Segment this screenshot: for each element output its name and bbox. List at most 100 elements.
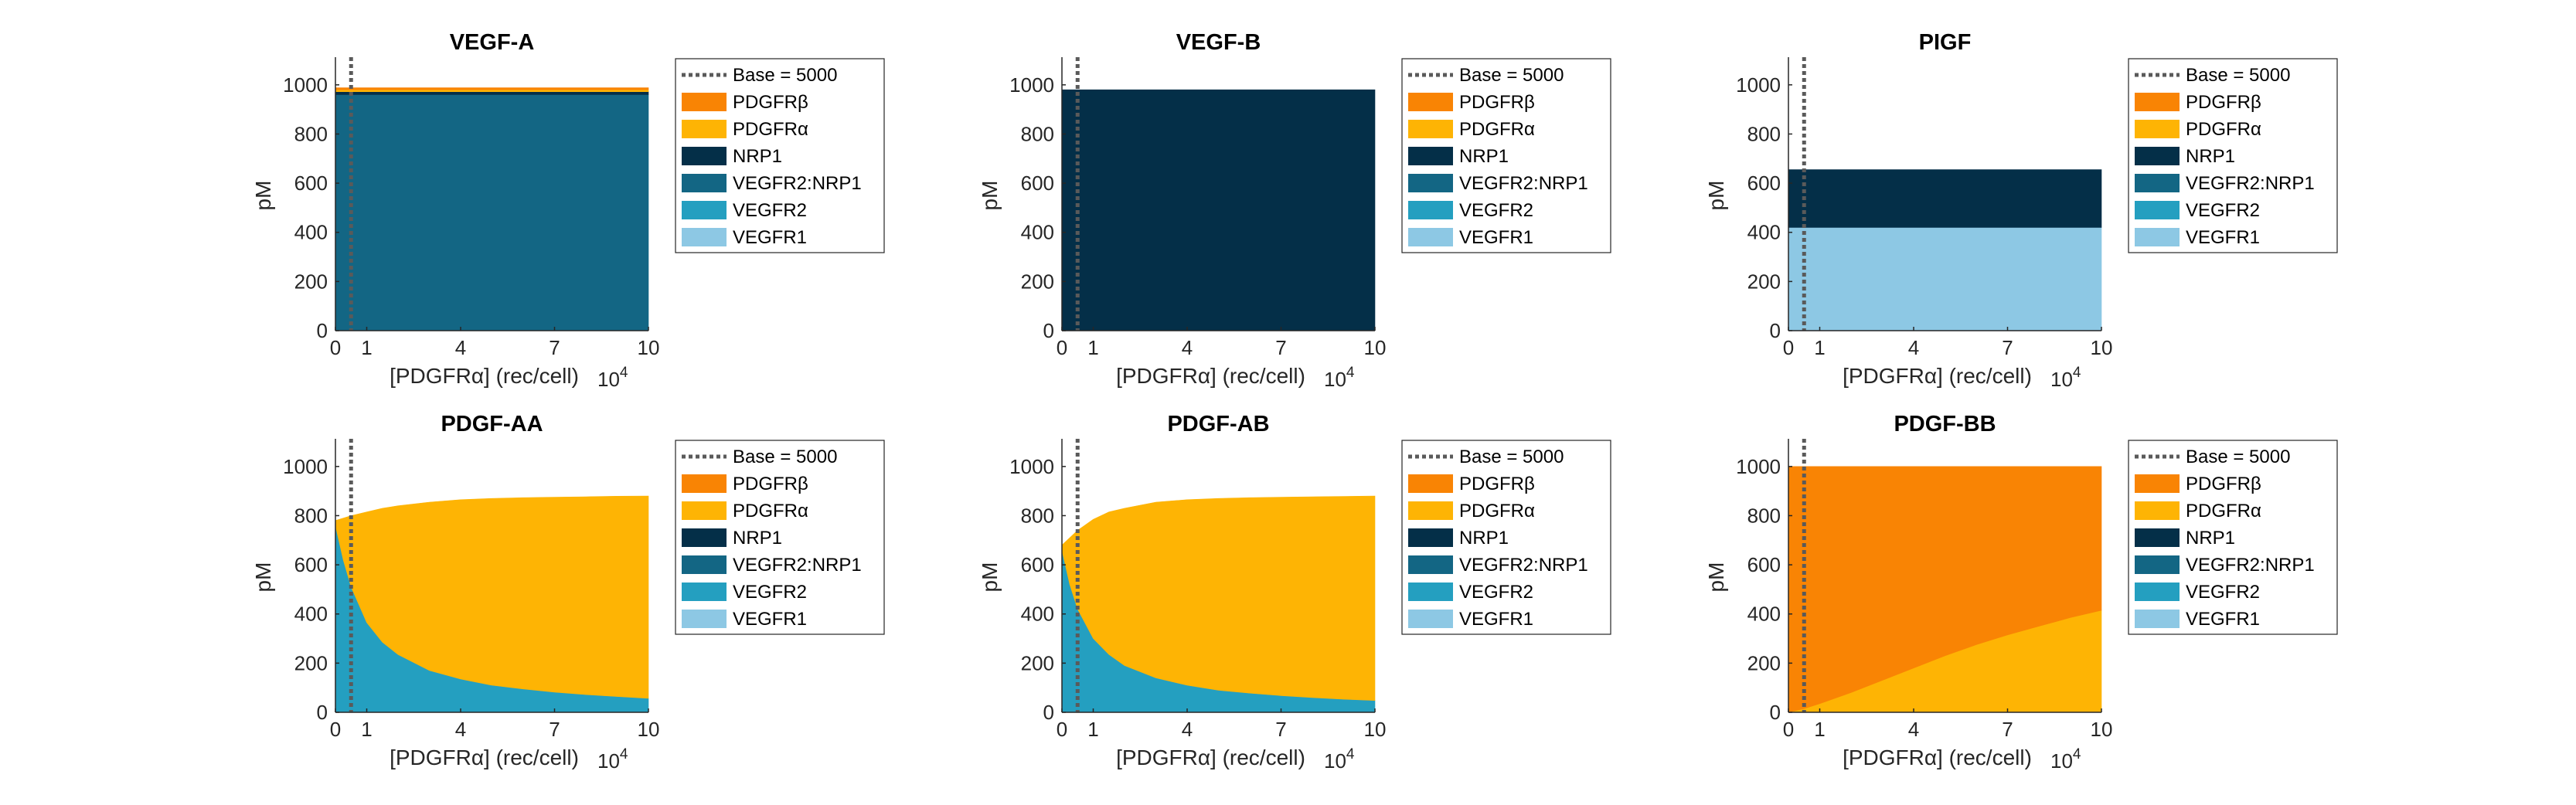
x-axis-exponent: 104 [597,746,628,773]
x-tick-label: 0 [1783,718,1794,741]
legend: Base = 5000 PDGFRβ PDGFRα NRP1 VEGFR2:NRP1 VE… [675,58,885,253]
area-pdgfr- [1061,495,1376,701]
y-tick-label: 0 [1770,319,1781,342]
x-tick-label: 7 [549,336,560,359]
legend-swatch [682,228,727,246]
legend-label: Base = 5000 [2186,65,2290,86]
legend-label: VEGFR1 [2186,609,2260,630]
x-tick-label: 1 [361,336,372,359]
legend-label: PDGFRβ [2186,92,2261,113]
legend-swatch [682,474,727,493]
legend-label: VEGFR2:NRP1 [2186,555,2315,576]
x-axis-label: [PDGFRα] (rec/cell) [1843,364,2032,388]
legend: Base = 5000 PDGFRβ PDGFRα NRP1 VEGFR2:NRP1 VE… [2128,58,2338,253]
legend-label: NRP1 [1459,528,1509,549]
x-tick-label: 4 [455,336,466,359]
y-tick-label: 600 [294,172,328,195]
y-tick-label: 1000 [1736,73,1781,97]
panel-title: PIGF [1919,30,1972,55]
x-axis-label: [PDGFRα] (rec/cell) [390,364,579,388]
x-axis-exponent: 104 [2050,365,2081,391]
y-tick-label: 1000 [1736,455,1781,478]
x-tick-label: 4 [1182,336,1193,359]
legend-label: PDGFRα [733,501,808,521]
panel-title: VEGF-A [450,30,535,55]
legend-swatch [1408,93,1453,111]
legend-label: VEGFR1 [2186,227,2260,248]
x-tick-label: 0 [1057,336,1067,359]
legend-label: PDGFRβ [2186,474,2261,494]
y-tick-label: 800 [1747,504,1781,527]
legend-swatch [682,120,727,138]
y-tick-label: 0 [1770,701,1781,724]
x-tick-label: 10 [2091,336,2113,359]
y-tick-label: 200 [1747,270,1781,293]
legend-swatch [1408,474,1453,493]
legend-label: Base = 5000 [1459,65,1564,86]
area-pdgfr- [335,89,649,92]
x-tick-label: 0 [330,718,341,741]
x-tick-label: 0 [1057,718,1067,741]
legend-label: VEGFR2 [1459,200,1533,221]
y-axis-label: pM [1704,181,1728,211]
legend-label: NRP1 [733,528,782,549]
legend-label: VEGFR1 [733,609,807,630]
y-axis-label: pM [978,181,1002,211]
y-tick-label: 0 [317,319,328,342]
legend-swatch [1408,201,1453,219]
area-pdgfr- [1788,466,2102,713]
legend-swatch [682,147,727,165]
legend-swatch [2135,174,2180,192]
y-tick-label: 200 [294,270,328,293]
area-vegfr1 [1788,227,2102,331]
y-tick-label: 400 [1747,603,1781,626]
legend-swatch [1408,147,1453,165]
y-tick-label: 0 [1043,319,1054,342]
legend: Base = 5000 PDGFRβ PDGFRα NRP1 VEGFR2:NRP1 VE… [675,440,885,635]
legend-swatch [2135,228,2180,246]
legend-swatch [2135,610,2180,628]
legend-label: VEGFR1 [733,227,807,248]
x-axis-label: [PDGFRα] (rec/cell) [390,746,579,769]
legend-label: NRP1 [2186,528,2235,549]
x-tick-label: 10 [638,718,660,741]
y-tick-label: 1000 [1009,73,1054,97]
legend-label: PDGFRα [1459,501,1535,521]
legend-swatch [1408,228,1453,246]
legend-label: VEGFR2:NRP1 [733,173,862,194]
y-axis-label: pM [1704,562,1728,593]
legend-swatch [682,501,727,520]
x-tick-label: 10 [1364,336,1387,359]
legend-label: PDGFRβ [733,474,808,494]
x-axis-exponent: 104 [1324,365,1355,391]
x-tick-label: 7 [1275,718,1286,741]
legend-label: VEGFR2:NRP1 [1459,173,1588,194]
y-tick-label: 1000 [283,455,328,478]
x-tick-label: 4 [1908,336,1919,359]
x-axis-exponent: 104 [2050,746,2081,773]
area-vegfr2-nrp1 [335,94,649,331]
y-tick-label: 200 [294,651,328,674]
panel-title: PDGF-AB [1167,412,1269,436]
y-tick-label: 600 [1747,172,1781,195]
legend-swatch [2135,93,2180,111]
x-tick-label: 7 [2002,336,2013,359]
legend-swatch [1408,528,1453,547]
legend-swatch [2135,501,2180,520]
y-tick-label: 600 [294,553,328,576]
legend: Base = 5000 PDGFRβ PDGFRα NRP1 VEGFR2:NRP1 VE… [1401,58,1611,253]
legend-swatch [2135,555,2180,574]
legend-label: PDGFRα [733,119,808,140]
y-tick-label: 600 [1747,553,1781,576]
y-tick-label: 800 [1747,122,1781,145]
legend-swatch [2135,583,2180,601]
panel-title: PDGF-BB [1894,412,1996,436]
x-axis-label: [PDGFRα] (rec/cell) [1116,364,1305,388]
y-tick-label: 200 [1021,270,1054,293]
legend-swatch [2135,147,2180,165]
y-tick-label: 800 [1021,504,1054,527]
legend-label: PDGFRβ [1459,474,1535,494]
